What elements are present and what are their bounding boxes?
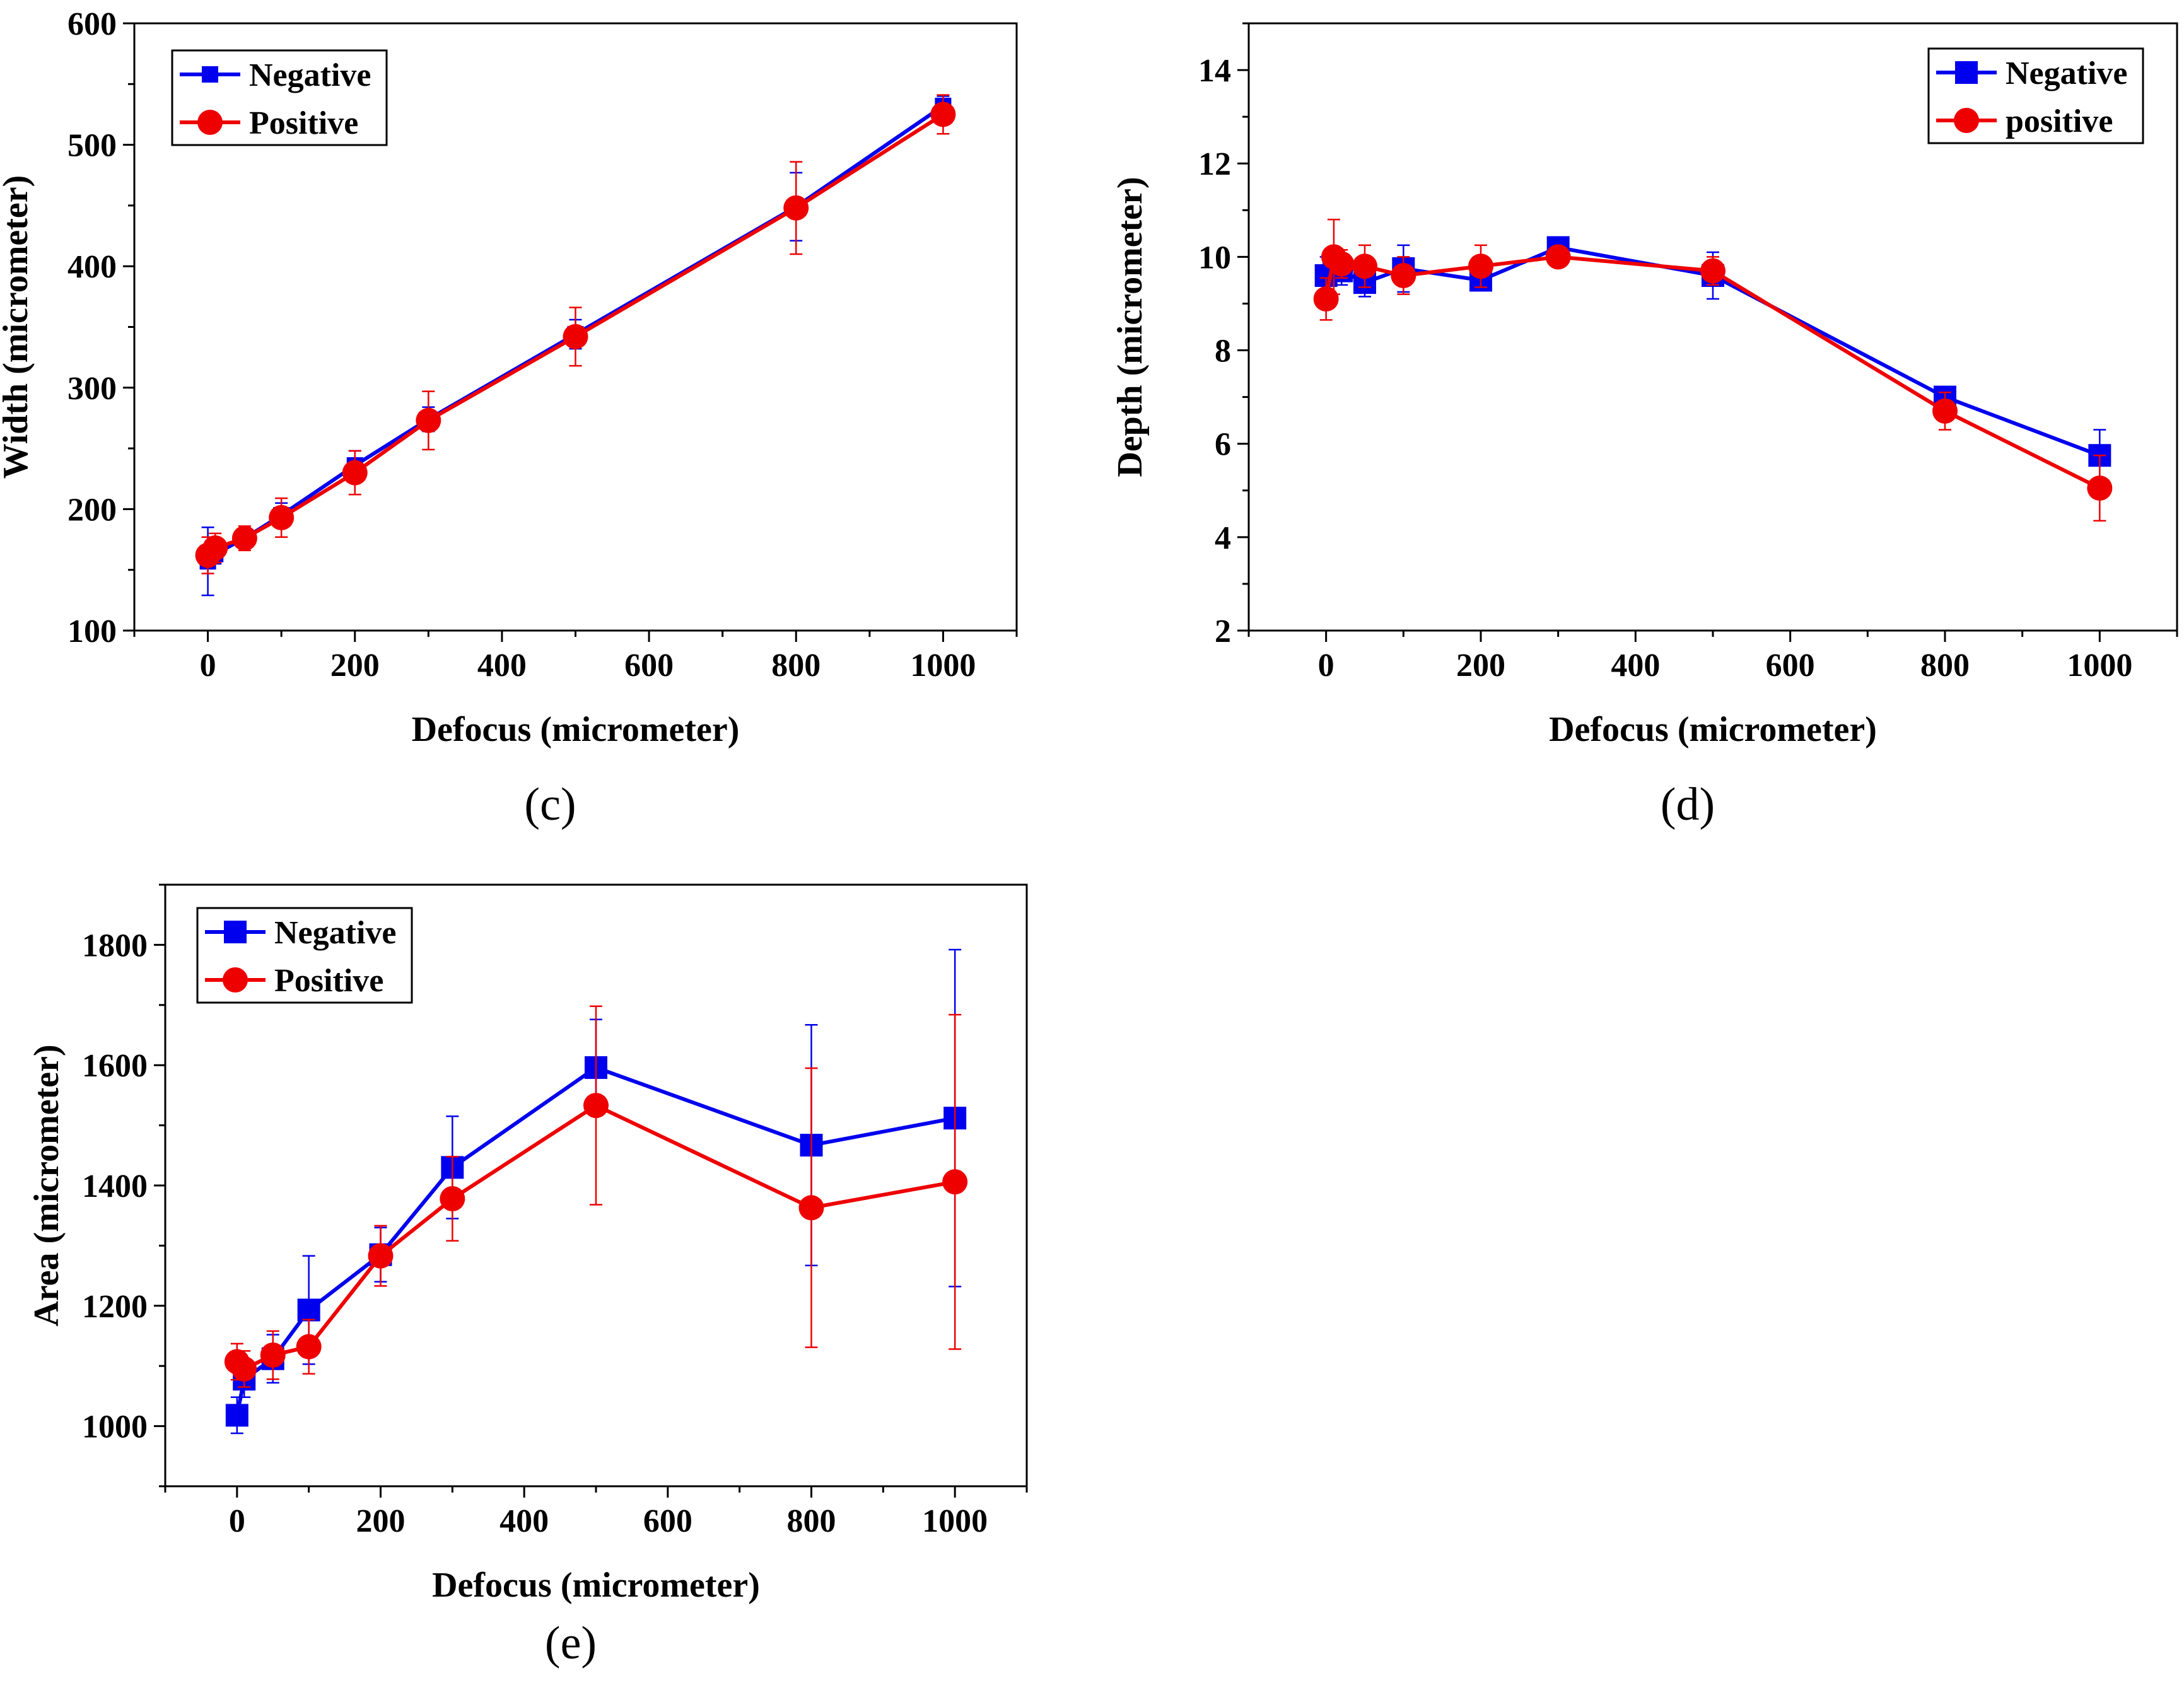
data-point bbox=[368, 1243, 394, 1269]
series-positive bbox=[224, 1005, 968, 1388]
y-tick-label: 200 bbox=[67, 492, 117, 528]
x-tick-label: 800 bbox=[787, 1503, 836, 1539]
y-tick-label: 100 bbox=[67, 614, 117, 649]
x-tick-label: 1000 bbox=[910, 648, 976, 684]
data-point bbox=[269, 504, 295, 530]
y-tick-label: 600 bbox=[67, 6, 117, 42]
x-tick-label: 200 bbox=[356, 1503, 406, 1539]
y-tick-label: 6 bbox=[1215, 427, 1231, 463]
y-tick-label: 1400 bbox=[82, 1168, 148, 1204]
y-tick-label: 1200 bbox=[82, 1289, 148, 1325]
data-point bbox=[1545, 244, 1571, 270]
data-point bbox=[1313, 286, 1339, 312]
data-point bbox=[296, 1334, 322, 1360]
y-tick-label: 2 bbox=[1215, 614, 1231, 649]
x-axis-title: Defocus (micrometer) bbox=[432, 1566, 760, 1605]
data-point bbox=[1352, 253, 1377, 279]
y-tick-label: 1000 bbox=[82, 1409, 148, 1445]
legend-swatch-marker bbox=[224, 921, 247, 943]
data-point bbox=[260, 1342, 286, 1368]
x-axis-title: Defocus (micrometer) bbox=[412, 710, 740, 749]
x-tick-label: 200 bbox=[330, 648, 380, 684]
x-tick-label: 1000 bbox=[922, 1503, 988, 1539]
legend: Negative positive bbox=[1927, 47, 2144, 144]
legend-swatch-marker bbox=[1954, 108, 1979, 133]
legend-label: Positive bbox=[249, 105, 358, 141]
x-tick-label: 0 bbox=[200, 648, 216, 684]
data-point bbox=[798, 1195, 824, 1221]
panel-caption: (e) bbox=[545, 1617, 597, 1669]
legend-label: Positive bbox=[274, 963, 383, 999]
y-tick-label: 1600 bbox=[82, 1048, 148, 1084]
data-point bbox=[440, 1185, 465, 1211]
data-point bbox=[583, 1093, 609, 1119]
data-point bbox=[416, 407, 441, 433]
legend-label: Negative bbox=[2006, 55, 2127, 91]
x-tick-label: 600 bbox=[643, 1503, 692, 1539]
data-point bbox=[942, 1169, 968, 1195]
legend-label: positive bbox=[2006, 103, 2113, 139]
panel-caption: (c) bbox=[524, 779, 576, 830]
y-tick-label: 4 bbox=[1215, 520, 1231, 556]
y-axis-title: Depth (micrometer) bbox=[1111, 177, 1150, 477]
x-tick-label: 800 bbox=[1920, 648, 1970, 684]
series-positive bbox=[195, 94, 956, 574]
data-point bbox=[563, 323, 588, 349]
x-axis-title: Defocus (micrometer) bbox=[1549, 710, 1877, 749]
data-point bbox=[930, 102, 956, 127]
x-tick-label: 600 bbox=[1766, 648, 1815, 684]
y-tick-label: 300 bbox=[67, 371, 117, 407]
legend: Negative Positive bbox=[196, 907, 413, 1004]
legend: Negative Positive bbox=[171, 49, 388, 146]
chart-panel-1: 0 200 400 600 800 1000 2 4 6 8 10 12 14 Defocus (micr… bbox=[1111, 22, 2178, 830]
data-point bbox=[2087, 475, 2113, 501]
series-positive bbox=[1313, 218, 2113, 522]
y-tick-label: 400 bbox=[67, 249, 117, 285]
chart-panel-0: 0 200 400 600 800 1000 100 200 300 400 500 600 Defoc… bbox=[0, 6, 1018, 830]
y-tick-label: 1800 bbox=[82, 928, 148, 964]
y-tick-label: 14 bbox=[1198, 53, 1231, 89]
x-tick-label: 0 bbox=[1318, 648, 1334, 684]
panel-caption: (d) bbox=[1661, 779, 1715, 830]
legend-swatch-marker bbox=[202, 66, 218, 83]
x-tick-label: 400 bbox=[1611, 648, 1660, 684]
x-tick-label: 800 bbox=[771, 648, 820, 684]
legend-label: Negative bbox=[274, 915, 396, 951]
data-point bbox=[1932, 398, 1958, 424]
legend-label: Negative bbox=[249, 57, 371, 93]
data-point bbox=[1329, 251, 1355, 277]
x-tick-label: 200 bbox=[1456, 648, 1505, 684]
y-tick-label: 8 bbox=[1215, 334, 1231, 370]
y-tick-label: 12 bbox=[1198, 146, 1231, 182]
x-tick-label: 400 bbox=[477, 648, 527, 684]
y-axis-title: Width (micrometer) bbox=[0, 175, 35, 479]
data-point bbox=[1700, 258, 1726, 284]
y-axis-title: Area (micrometer) bbox=[27, 1044, 66, 1326]
legend-swatch-marker bbox=[223, 967, 248, 993]
x-tick-label: 0 bbox=[229, 1503, 245, 1539]
y-tick-label: 500 bbox=[67, 128, 117, 164]
data-point bbox=[231, 525, 257, 551]
data-point bbox=[297, 1298, 320, 1322]
legend-swatch-marker bbox=[1955, 61, 1978, 84]
x-tick-label: 1000 bbox=[2067, 648, 2132, 684]
data-point bbox=[342, 460, 368, 486]
data-point bbox=[783, 195, 809, 221]
data-point bbox=[202, 535, 228, 561]
data-point bbox=[1468, 253, 1493, 279]
data-point bbox=[1391, 263, 1416, 289]
x-tick-label: 600 bbox=[624, 648, 674, 684]
chart-panel-2: 0 200 400 600 800 1000 1000 1200 1400 1600 1800 Def… bbox=[27, 883, 1028, 1669]
y-tick-label: 10 bbox=[1198, 240, 1231, 276]
data-point bbox=[225, 1404, 248, 1427]
legend-swatch-marker bbox=[197, 110, 223, 135]
x-tick-label: 400 bbox=[499, 1503, 549, 1539]
data-point bbox=[231, 1356, 257, 1382]
